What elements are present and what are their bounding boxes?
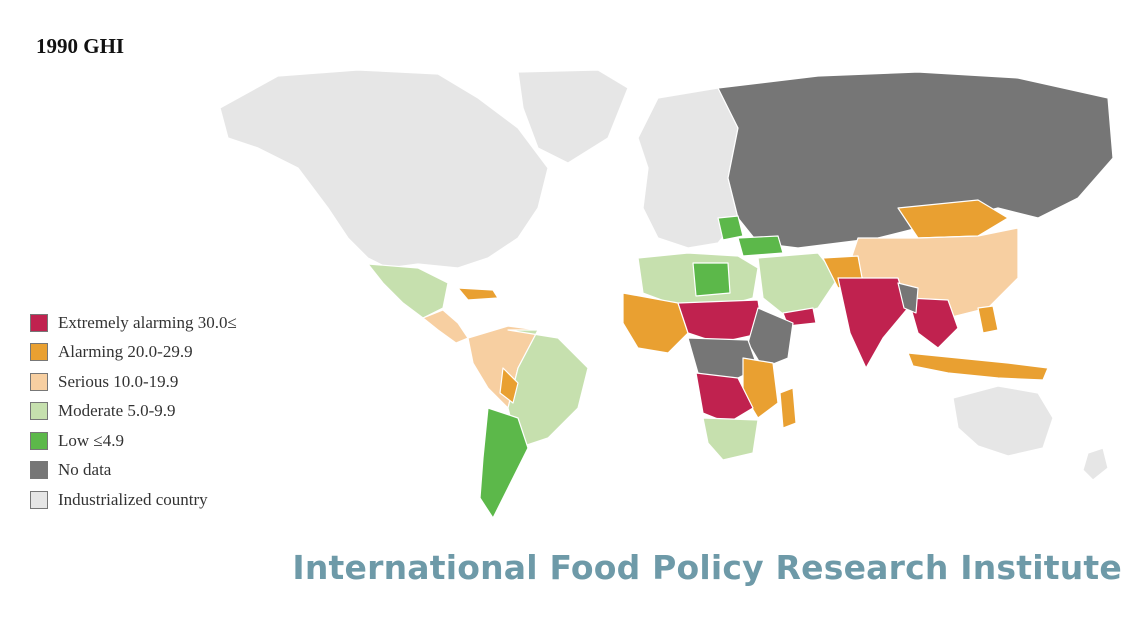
legend-swatch [30,372,48,391]
region-sahel [677,299,764,344]
region-new-zealand [1082,447,1109,481]
region-greenland [517,69,629,164]
legend: Extremely alarming 30.0≤ Alarming 20.0-2… [30,308,237,515]
region-andes [499,367,519,404]
region-north-america [219,69,549,269]
legend-label: Moderate 5.0-9.9 [58,401,176,421]
region-philippines [977,305,999,334]
legend-label: Low ≤4.9 [58,430,124,450]
region-horn-of-africa [747,307,794,369]
region-india [837,277,909,369]
map-title: 1990 GHI [36,34,125,58]
region-myanmar [897,282,919,314]
legend-swatch [30,313,48,332]
region-mongolia [897,199,1009,239]
legend-item: Moderate 5.0-9.9 [30,397,237,427]
legend-swatch [30,431,48,450]
world-map [219,69,1114,519]
region-indonesia [907,352,1049,381]
source-credit: International Food Policy Research Insti… [292,548,1122,587]
legend-swatch [30,490,48,509]
region-central-america [422,309,469,344]
region-libya [692,262,731,297]
region-angola-zambia [695,372,754,424]
region-madagascar [779,387,797,429]
legend-item: Industrialized country [30,485,237,515]
legend-item: No data [30,456,237,486]
legend-label: Alarming 20.0-29.9 [58,342,193,362]
legend-item: Serious 10.0-19.9 [30,367,237,397]
legend-swatch [30,461,48,480]
region-argentina-chile [479,407,529,519]
legend-item: Alarming 20.0-29.9 [30,338,237,368]
legend-swatch [30,343,48,362]
legend-label: No data [58,460,112,480]
legend-item: Extremely alarming 30.0≤ [30,308,237,338]
region-balkans [717,215,744,241]
region-turkey [737,235,784,257]
region-middle-east [757,252,839,319]
legend-item: Low ≤4.9 [30,426,237,456]
legend-swatch [30,402,48,421]
region-southeast-asia [907,297,959,349]
region-southern-africa [702,417,759,461]
region-mexico [367,263,449,319]
legend-label: Industrialized country [58,489,208,509]
region-brazil [507,329,589,449]
region-australia [952,385,1054,457]
region-caribbean [457,287,499,301]
legend-label: Extremely alarming 30.0≤ [58,312,237,332]
legend-label: Serious 10.0-19.9 [58,371,179,391]
